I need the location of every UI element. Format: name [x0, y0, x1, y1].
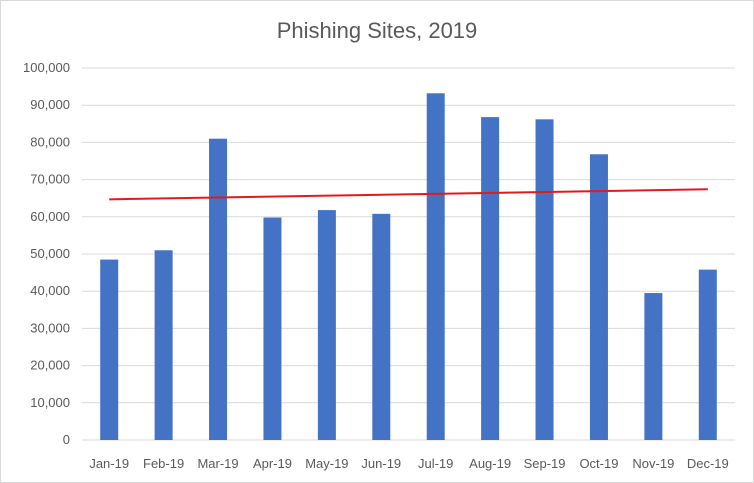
y-tick-label: 60,000 — [30, 209, 70, 224]
x-tick-label: Feb-19 — [143, 456, 184, 471]
bar — [100, 259, 119, 440]
x-tick-label: Jan-19 — [89, 456, 129, 471]
bar — [372, 213, 391, 440]
trendline-group — [109, 188, 708, 201]
x-tick-label: Dec-19 — [687, 456, 729, 471]
x-tick-label: Aug-19 — [469, 456, 511, 471]
gridlines — [82, 67, 735, 441]
x-tick-label: Nov-19 — [632, 456, 674, 471]
y-tick-label: 0 — [63, 432, 70, 447]
x-tick-label: Oct-19 — [579, 456, 618, 471]
y-tick-label: 20,000 — [30, 358, 70, 373]
bar — [481, 117, 500, 440]
bar — [589, 154, 608, 440]
bar — [317, 210, 336, 440]
trendline — [109, 188, 708, 201]
bar — [644, 293, 663, 440]
y-axis-tick-labels: 0 10,000 20,000 30,000 40,000 50,000 60,000 70,… — [23, 60, 70, 447]
y-tick-label: 10,000 — [30, 395, 70, 410]
bar — [698, 269, 717, 440]
y-tick-label: 100,000 — [23, 60, 70, 75]
y-tick-label: 70,000 — [30, 172, 70, 187]
y-tick-label: 80,000 — [30, 134, 70, 149]
bar — [154, 250, 173, 440]
x-tick-label: Mar-19 — [197, 456, 238, 471]
bar — [263, 217, 282, 440]
y-tick-label: 40,000 — [30, 283, 70, 298]
bar — [209, 138, 228, 440]
bar — [426, 93, 445, 441]
x-tick-label: Jun-19 — [361, 456, 401, 471]
x-tick-label: May-19 — [305, 456, 348, 471]
y-tick-label: 30,000 — [30, 320, 70, 335]
y-tick-label: 90,000 — [30, 97, 70, 112]
x-axis-tick-labels: Jan-19 Feb-19 Mar-19 Apr-19 May-19 Jun-19 Jul-… — [89, 456, 728, 471]
y-tick-label: 50,000 — [30, 246, 70, 261]
chart-title: Phishing Sites, 2019 — [276, 18, 478, 43]
bars — [100, 93, 717, 441]
x-tick-label: Apr-19 — [253, 456, 292, 471]
x-tick-label: Jul-19 — [418, 456, 453, 471]
x-tick-label: Sep-19 — [524, 456, 566, 471]
bar — [535, 119, 554, 440]
